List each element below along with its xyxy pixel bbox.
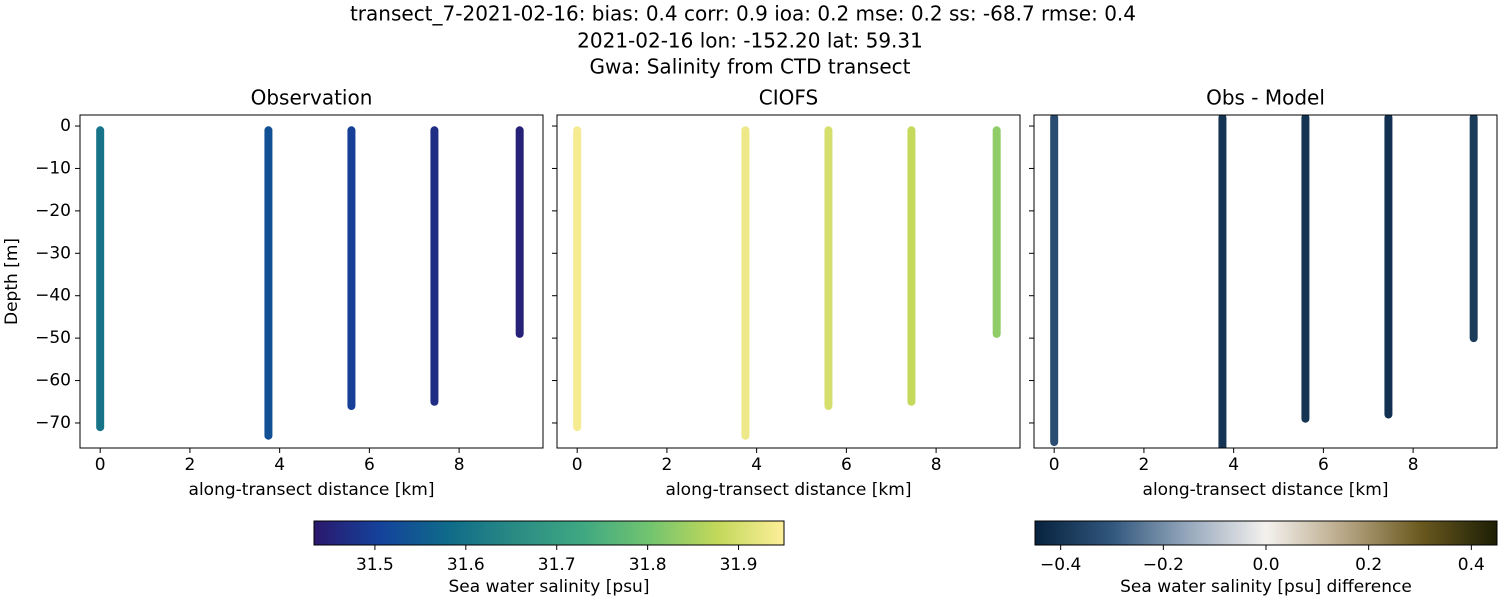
profiles: [1050, 115, 1478, 448]
x-tick-label: 8: [454, 455, 465, 475]
y-tick-label: −10: [35, 158, 71, 178]
colorbar-tick-label: 31.7: [538, 555, 576, 575]
profiles: [573, 126, 1001, 440]
y-tick-label: −20: [35, 201, 71, 221]
colorbar-label: Sea water salinity [psu] difference: [1120, 577, 1412, 597]
panel-title: Obs - Model: [1206, 86, 1325, 110]
axes-frame: [79, 114, 544, 449]
x-tick-label: 6: [1318, 455, 1329, 475]
y-axis-label: Depth [m]: [2, 238, 22, 325]
x-axis-label: along-transect distance [km]: [189, 480, 435, 500]
colorbar: [313, 520, 785, 546]
x-tick-label: 6: [841, 455, 852, 475]
x-tick-label: 6: [364, 455, 375, 475]
y-tick-label: −60: [35, 371, 71, 391]
panel-title: Observation: [251, 86, 373, 110]
y-tick-label: −50: [35, 328, 71, 348]
axes-frame: [1033, 114, 1498, 449]
x-tick-label: 8: [1408, 455, 1419, 475]
colorbar-tick-label: 31.6: [447, 555, 485, 575]
x-tick-label: 0: [572, 455, 583, 475]
profiles: [96, 126, 524, 440]
colorbar-tick-label: 0.0: [1252, 555, 1279, 575]
x-tick-label: 8: [931, 455, 942, 475]
x-tick-label: 0: [95, 455, 106, 475]
colorbar-tick-label: 31.8: [629, 555, 667, 575]
x-tick-label: 0: [1049, 455, 1060, 475]
figure-subtitle: Gwa: Salinity from CTD transect: [590, 55, 911, 79]
y-tick-label: 0: [60, 116, 71, 136]
colorbar-tick-label: 0.4: [1458, 555, 1485, 575]
x-axis-label: along-transect distance [km]: [1143, 480, 1389, 500]
y-tick-label: −70: [35, 413, 71, 433]
colorbar-tick-label: 31.9: [720, 555, 758, 575]
x-tick-label: 2: [662, 455, 673, 475]
x-tick-label: 4: [274, 455, 285, 475]
figure-title: transect_7-2021-02-16: bias: 0.4 corr: 0…: [350, 2, 1136, 26]
y-tick-label: −30: [35, 243, 71, 263]
colorbar-tick-label: −0.4: [1040, 555, 1081, 575]
colorbar-tick-label: 31.5: [356, 555, 394, 575]
panel-title: CIOFS: [759, 86, 818, 110]
x-tick-label: 2: [185, 455, 196, 475]
x-tick-label: 4: [1228, 455, 1239, 475]
x-tick-label: 2: [1139, 455, 1150, 475]
colorbar-tick-label: 0.2: [1355, 555, 1382, 575]
colorbar-tick-label: −0.2: [1143, 555, 1184, 575]
axes-frame: [556, 114, 1021, 449]
x-tick-label: 4: [751, 455, 762, 475]
figure-subtitle: 2021-02-16 lon: -152.20 lat: 59.31: [577, 29, 923, 53]
y-tick-label: −40: [35, 286, 71, 306]
x-axis-label: along-transect distance [km]: [666, 480, 912, 500]
colorbar: [1034, 520, 1498, 546]
colorbar-label: Sea water salinity [psu]: [449, 577, 650, 597]
